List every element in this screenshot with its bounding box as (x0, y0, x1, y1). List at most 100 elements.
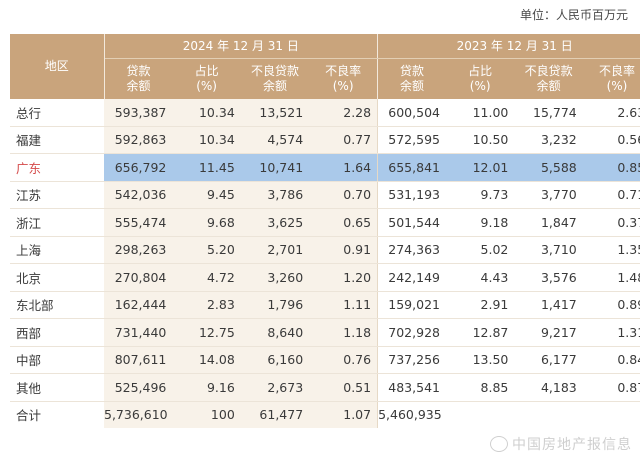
table-cell: 3,576 (514, 263, 583, 292)
table-cell: 5.02 (445, 236, 515, 264)
table-cell: 10.50 (445, 126, 515, 154)
table-cell: 11.00 (445, 99, 515, 127)
table-row: 广东 656,792 11.45 10,741 1.64 655,841 12.01 5,58… (10, 153, 640, 182)
table-cell: 298,263 (104, 236, 173, 264)
table-cell: 5,460,935 (378, 407, 442, 423)
table-cell: 501,544 (377, 208, 446, 237)
header-year-2024: 2024 年 12 月 31 日 (104, 34, 379, 59)
table-cell: 10.34 (172, 126, 241, 154)
table-cell: 12.75 (172, 318, 241, 347)
table-cell: 2,701 (240, 236, 310, 264)
table-cell: 542,036 (104, 181, 173, 209)
table-cell: 572,595 (377, 126, 446, 154)
table-cell: 100 (172, 401, 241, 428)
watermark-text: 中国房地产报信息 (512, 437, 632, 453)
table-cell: 3,232 (514, 126, 583, 154)
table-cell: 274,363 (377, 236, 446, 264)
header-2024-npl-balance: 不良贷款 余额 (240, 58, 310, 99)
table-cell: 1.20 (309, 263, 379, 292)
table-cell: 656,792 (104, 153, 173, 182)
region-name: 上海 (10, 236, 104, 264)
table-cell: 5,736,610 (104, 401, 173, 428)
table-cell: 9.45 (172, 181, 241, 209)
table-cell: 3,625 (240, 208, 310, 237)
table-cell: 0.85 (582, 153, 640, 182)
table-cell: 531,193 (377, 181, 446, 209)
table-cell: 1,847 (514, 208, 583, 237)
header-region: 地区 (10, 34, 105, 99)
region-name: 其他 (10, 373, 104, 402)
table-cell: 9.18 (445, 208, 515, 237)
table-cell (514, 401, 582, 428)
region-name: 福建 (10, 126, 104, 154)
table-cell: 0.76 (309, 346, 379, 374)
table-cell: 9.68 (172, 208, 241, 237)
table-cell: 702,928 (377, 318, 446, 347)
table-cell: 655,841 (377, 153, 446, 182)
table-cell: 600,504 (377, 99, 446, 127)
header-2024-npl-ratio: 不良率 (%) (309, 58, 379, 99)
table-cell: 2,673 (240, 373, 310, 402)
table-cell: 0.51 (309, 373, 379, 402)
table-cell: 4.43 (445, 263, 515, 292)
table-cell: 3,710 (514, 236, 583, 264)
table-cell: 807,611 (104, 346, 173, 374)
region-name: 合计 (10, 401, 104, 428)
table-cell: 5,588 (514, 153, 583, 182)
table-cell: 2.91 (445, 291, 515, 319)
table-cell: 3,786 (240, 181, 310, 209)
table-cell: 1,796 (240, 291, 310, 319)
table-row: 其他 525,496 9.16 2,673 0.51 483,541 8.85 4,183 0.… (10, 373, 640, 402)
table-row: 江苏 542,036 9.45 3,786 0.70 531,193 9.73 3,770 0.… (10, 181, 640, 209)
table-cell: 3,770 (514, 181, 583, 209)
region-name: 北京 (10, 263, 104, 292)
table-cell: 8,640 (240, 318, 310, 347)
table-cell: 0.65 (309, 208, 379, 237)
table-cell: 0.56 (582, 126, 640, 154)
table-cell: 593,387 (104, 99, 173, 127)
table-cell: 0.91 (309, 236, 379, 264)
table-cell: 525,496 (104, 373, 173, 402)
table-cell: 12.87 (445, 318, 515, 347)
table-cell: 0.77 (309, 126, 379, 154)
header-2024-share: 占比 (%) (172, 58, 241, 99)
table-cell: 10.34 (172, 99, 241, 127)
table-cell: 9.73 (445, 181, 515, 209)
table-row: 北京 270,804 4.72 3,260 1.20 242,149 4.43 3,576 1.… (10, 263, 640, 292)
table-cell: 270,804 (104, 263, 173, 292)
table-cell: 0.70 (309, 181, 379, 209)
table-cell: 4.72 (172, 263, 241, 292)
table-cell: 0.37 (582, 208, 640, 237)
header-year-2023: 2023 年 12 月 31 日 (377, 34, 640, 59)
table-cell: 162,444 (104, 291, 173, 319)
table-cell: 5.20 (172, 236, 241, 264)
table-cell (583, 401, 640, 428)
table-cell: 1,417 (514, 291, 583, 319)
table-cell: 0.87 (582, 373, 640, 402)
table-row: 总行 593,387 10.34 13,521 2.28 600,504 11.00 15,7… (10, 99, 640, 127)
region-name: 浙江 (10, 208, 104, 237)
region-name: 江苏 (10, 181, 104, 209)
header-2023-npl-balance: 不良贷款 余额 (514, 58, 583, 99)
region-name: 总行 (10, 99, 104, 127)
table-cell: 11.45 (172, 153, 241, 182)
table-cell: 4,183 (514, 373, 583, 402)
table-cell: 14.08 (172, 346, 241, 374)
table-cell: 2.28 (309, 99, 379, 127)
header-2023-loan-balance: 贷款 余额 (377, 58, 446, 99)
table-cell: 13,521 (240, 99, 310, 127)
table-cell: 6,177 (514, 346, 583, 374)
header-2023-npl-ratio: 不良率 (%) (582, 58, 640, 99)
table-cell: 159,021 (377, 291, 446, 319)
table-cell: 2.63 (582, 99, 640, 127)
table-cell: 737,256 (377, 346, 446, 374)
region-name: 东北部 (10, 291, 104, 319)
table-cell: 6,160 (240, 346, 310, 374)
header-2024-loan-balance: 贷款 余额 (104, 58, 173, 99)
table-cell: 1.64 (309, 153, 379, 182)
table-cell: 483,541 (377, 373, 446, 402)
table-cell: 1.48 (582, 263, 640, 292)
table-cell: 3,260 (240, 263, 310, 292)
region-name: 西部 (10, 318, 104, 347)
table-cell: 555,474 (104, 208, 173, 237)
